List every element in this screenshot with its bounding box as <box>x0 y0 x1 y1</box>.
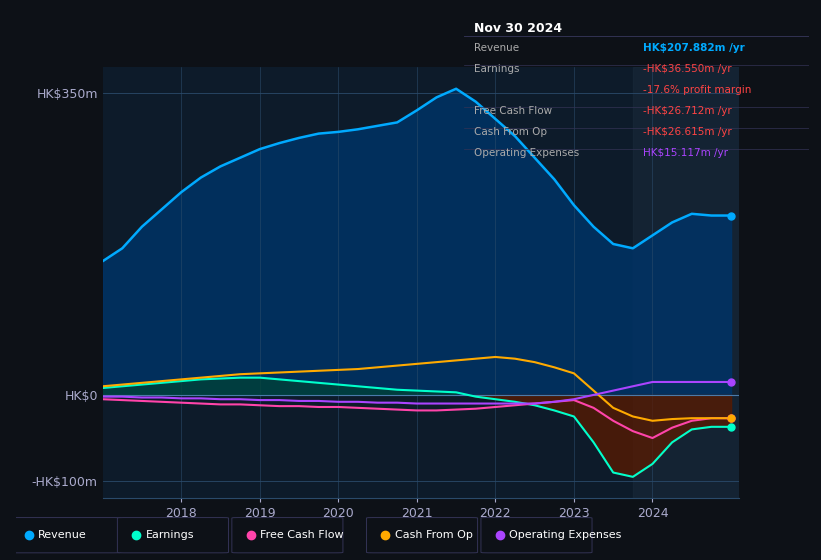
Text: Operating Expenses: Operating Expenses <box>475 148 580 157</box>
FancyBboxPatch shape <box>366 517 478 553</box>
FancyBboxPatch shape <box>10 517 121 553</box>
Text: HK$15.117m /yr: HK$15.117m /yr <box>643 148 728 157</box>
Text: Cash From Op: Cash From Op <box>475 127 548 137</box>
Text: Free Cash Flow: Free Cash Flow <box>475 105 553 115</box>
Text: Nov 30 2024: Nov 30 2024 <box>475 22 562 35</box>
Text: Free Cash Flow: Free Cash Flow <box>260 530 344 540</box>
FancyBboxPatch shape <box>117 517 228 553</box>
Text: Operating Expenses: Operating Expenses <box>509 530 621 540</box>
Bar <box>633 67 739 498</box>
FancyBboxPatch shape <box>481 517 592 553</box>
Text: -HK$26.712m /yr: -HK$26.712m /yr <box>643 105 732 115</box>
Text: -HK$36.550m /yr: -HK$36.550m /yr <box>643 64 732 73</box>
Text: Cash From Op: Cash From Op <box>395 530 473 540</box>
Text: Revenue: Revenue <box>475 43 520 53</box>
Text: Earnings: Earnings <box>475 64 520 73</box>
Text: Revenue: Revenue <box>38 530 87 540</box>
Text: -17.6% profit margin: -17.6% profit margin <box>643 85 751 95</box>
Text: Earnings: Earnings <box>145 530 195 540</box>
Text: -HK$26.615m /yr: -HK$26.615m /yr <box>643 127 732 137</box>
Text: HK$207.882m /yr: HK$207.882m /yr <box>643 43 745 53</box>
FancyBboxPatch shape <box>232 517 343 553</box>
